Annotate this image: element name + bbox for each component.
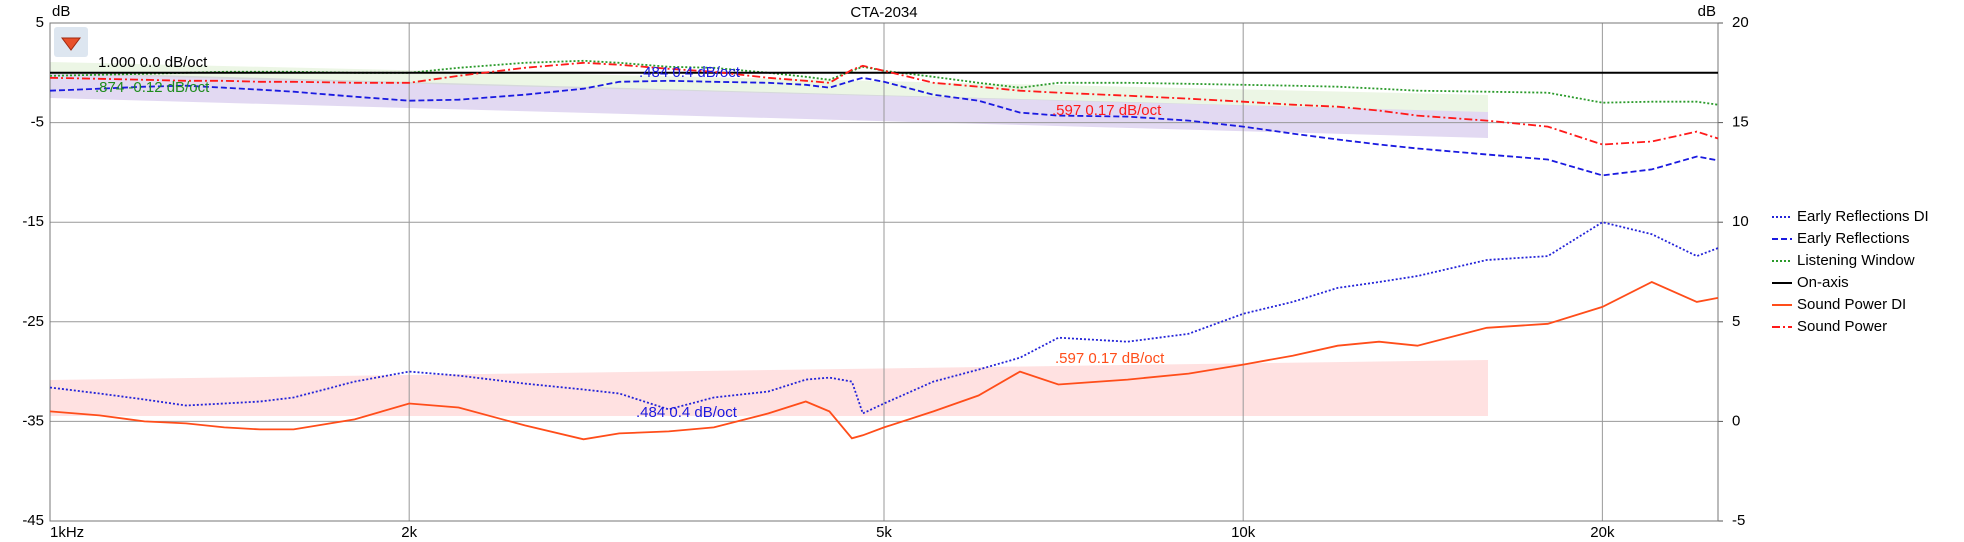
y2-axis-label: dB — [1698, 3, 1716, 20]
x-tick-label: 10k — [1231, 524, 1256, 541]
annotation: .484 0.4 dB/oct — [639, 64, 741, 81]
plot-frame — [49, 22, 1719, 522]
y2-tick-label: 10 — [1732, 213, 1749, 230]
y2-tick-label: 5 — [1732, 313, 1740, 330]
x-tick-label: 20k — [1590, 524, 1615, 541]
y-tick-label: 5 — [36, 14, 44, 31]
series-line — [49, 281, 1719, 441]
y-tick-label: -25 — [22, 313, 44, 330]
legend-label: Listening Window — [1797, 252, 1915, 269]
y2-tick-label: 20 — [1732, 14, 1749, 31]
legend-label: Sound Power — [1797, 318, 1887, 335]
annotation: .597 0.17 dB/oct — [1052, 102, 1162, 119]
series-line — [49, 76, 1719, 177]
y-tick-label: -45 — [22, 512, 44, 529]
annotation: .874 -0.12 dB/oct — [95, 79, 210, 96]
legend-label: On-axis — [1797, 274, 1849, 291]
y-axis-label: dB — [52, 3, 70, 20]
chart-title: CTA-2034 — [850, 4, 917, 21]
y2-tick-label: 0 — [1732, 412, 1740, 429]
y-tick-label: -15 — [22, 213, 44, 230]
annotation: 1.000 0.0 dB/oct — [98, 54, 208, 71]
annotation: .597 0.17 dB/oct — [1055, 350, 1165, 367]
x-tick-label: 2k — [401, 524, 417, 541]
x-tick-label: 5k — [876, 524, 892, 541]
y2-tick-label: -5 — [1732, 512, 1745, 529]
annotation: .484 0.4 dB/oct — [636, 404, 738, 421]
y-tick-label: -35 — [22, 412, 44, 429]
legend-label: Sound Power DI — [1797, 296, 1906, 313]
x-tick-label: 1kHz — [50, 524, 84, 541]
legend-label: Early Reflections DI — [1797, 208, 1929, 225]
y-tick-label: -5 — [31, 114, 44, 131]
legend-label: Early Reflections — [1797, 230, 1910, 247]
y2-tick-label: 15 — [1732, 114, 1749, 131]
app-icon-shape — [61, 37, 81, 51]
